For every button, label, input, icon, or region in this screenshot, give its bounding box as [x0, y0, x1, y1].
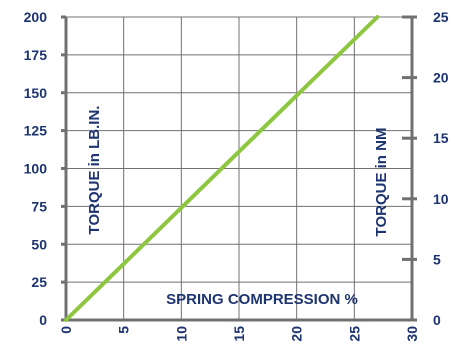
series-layer	[64, 15, 380, 322]
x-tick-label: 20	[289, 326, 305, 342]
x-tick-label: 0	[58, 326, 74, 334]
y-left-tick-label: 75	[31, 198, 47, 214]
x-tick-label: 10	[173, 326, 189, 342]
x-tick-label: 30	[404, 326, 420, 342]
y-left-tick-label: 100	[24, 161, 48, 177]
y-right-tick-label: 15	[433, 130, 449, 146]
grid	[65, 16, 413, 321]
y-right-tick-label: 20	[433, 70, 449, 86]
y-right-tick-label: 10	[433, 191, 449, 207]
torque-series-line	[64, 15, 380, 322]
x-tick-label: 15	[231, 326, 247, 342]
y-axis-left-title: TORQUE in LB.IN.	[86, 106, 103, 235]
y-left-tick-label: 25	[31, 274, 47, 290]
y-left-tick-label: 175	[24, 47, 48, 63]
y-left-tick-label: 50	[31, 236, 47, 252]
y-right-tick-label: 5	[433, 251, 441, 267]
y-right-tick-label: 25	[433, 9, 449, 25]
y-left-tick-label: 0	[39, 312, 47, 328]
plot-frame	[61, 15, 417, 322]
x-axis-title: SPRING COMPRESSION %	[166, 291, 358, 308]
y-axis-right-title: TORQUE in NM	[373, 128, 390, 237]
y-left-tick-label: 125	[24, 123, 48, 139]
x-tick-label: 25	[346, 326, 362, 342]
y-left-tick-label: 150	[24, 85, 48, 101]
y-right-tick-label: 0	[433, 312, 441, 328]
x-tick-label: 5	[116, 326, 132, 334]
y-left-tick-label: 200	[24, 9, 48, 25]
tick-labels: 0 25 50 75 100 125 150 175 200 0 5 10 15 20 25 0 5 10 15 20…	[24, 9, 449, 342]
